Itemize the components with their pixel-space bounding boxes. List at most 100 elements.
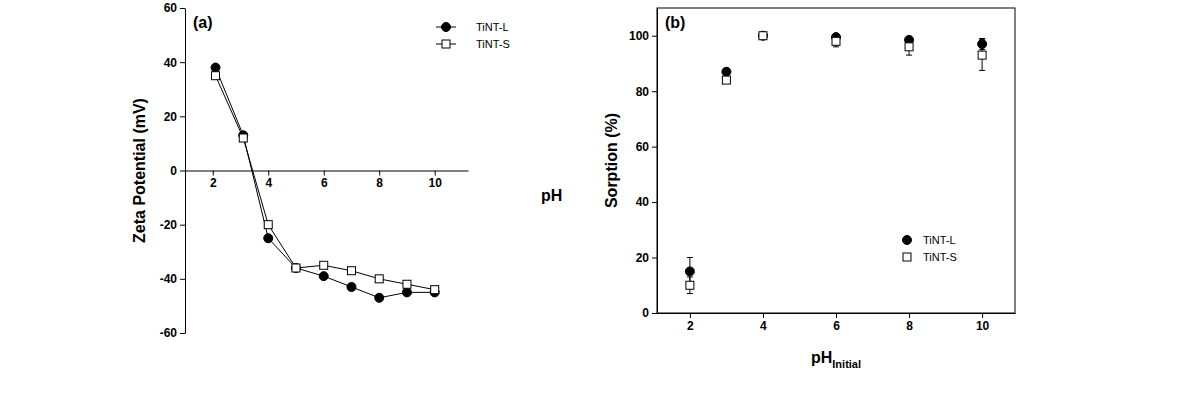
x-tick-label: 4 (760, 319, 767, 333)
legend: TiNT-L TiNT-S (903, 234, 957, 263)
error-bar-cap (687, 293, 693, 294)
y-tick-label: 100 (629, 29, 649, 43)
x-tick: 8 (376, 171, 383, 191)
y-tick-mark (180, 62, 185, 63)
x-tick-label: 10 (429, 176, 443, 190)
x-tick: 10 (976, 313, 990, 333)
data-point (403, 280, 411, 288)
x-axis: 2 4 6 8 10 (186, 171, 469, 191)
data-point (291, 264, 300, 273)
x-tick: 2 (210, 171, 217, 191)
error-bar-cap (687, 276, 693, 277)
series-line (216, 76, 435, 290)
data-point (347, 267, 355, 275)
data-point (402, 288, 411, 297)
chart-panel: -60-40-200204060246810Zeta Potential (mV… (131, 1, 562, 340)
x-tick-label: 8 (376, 176, 383, 190)
y-tick-mark (652, 36, 657, 37)
y-tick: 20 (636, 251, 657, 265)
y-tick-label: 40 (164, 56, 178, 70)
error-bar-cap (687, 257, 693, 258)
y-tick: 20 (164, 110, 185, 124)
data-point (758, 31, 767, 40)
y-tick: 0 (642, 306, 657, 320)
x-axis-title-main: pH (811, 349, 832, 366)
error-bar (687, 277, 693, 294)
x-tick-label: 6 (833, 319, 840, 333)
y-axis: 0 20 40 60 80 100 (629, 9, 658, 321)
y-tick-label: 20 (636, 251, 650, 265)
data-point (239, 134, 247, 142)
legend-label: TiNT-S (476, 38, 510, 50)
y-tick: 60 (636, 140, 657, 154)
x-tick-label: 6 (321, 176, 328, 190)
y-tick-mark (652, 91, 657, 92)
data-point (211, 63, 220, 72)
data-point (832, 37, 840, 45)
y-axis-line (657, 9, 658, 314)
y-tick-label: 40 (636, 195, 650, 209)
y-tick-mark (180, 225, 185, 226)
data-point (292, 264, 300, 272)
error-bar-cap (979, 70, 985, 71)
series (212, 72, 439, 294)
x-axis-title: pHInitial (811, 349, 861, 370)
panel-label: (a) (193, 14, 213, 31)
legend-marker (442, 40, 450, 48)
x-tick-label: 2 (687, 319, 694, 333)
x-tick-mark (213, 171, 214, 176)
figure: -60-40-200204060246810Zeta Potential (mV… (0, 0, 1190, 400)
legend-label: TiNT-L (476, 21, 509, 33)
data-point (722, 76, 730, 84)
data-point (319, 272, 328, 281)
legend-entry: TiNT-L (436, 21, 509, 33)
legend-entry: TiNT-S (903, 251, 957, 263)
y-tick: 0 (170, 164, 185, 178)
error-bar (979, 40, 985, 70)
x-tick-mark (982, 313, 983, 318)
y-axis: -60-40-200204060 (160, 1, 186, 340)
legend-marker (903, 253, 911, 261)
x-tick-mark (324, 171, 325, 176)
x-axis-title-main: pH (541, 187, 562, 204)
data-point (375, 293, 384, 302)
x-axis-title-subscript: Initial (832, 358, 861, 370)
x-tick: 6 (833, 313, 840, 333)
y-tick-mark (180, 279, 185, 280)
data-point (264, 234, 273, 243)
y-tick-label: 60 (164, 1, 178, 15)
y-tick: 40 (636, 195, 657, 209)
legend-marker (903, 236, 912, 245)
error-bar-cap (979, 38, 985, 39)
error-bar-cap (906, 55, 912, 56)
data-point (905, 43, 913, 51)
x-tick-mark (836, 313, 837, 318)
legend-entry: TiNT-S (436, 38, 510, 50)
data-point (685, 267, 694, 276)
plot-marks (211, 63, 439, 302)
data-point (212, 72, 220, 80)
legend-label: TiNT-S (923, 251, 957, 263)
y-tick-mark (180, 333, 185, 334)
x-tick: 10 (429, 171, 443, 191)
error-bar (833, 36, 839, 47)
y-tick-label: 80 (636, 85, 650, 99)
x-tick: 4 (760, 313, 767, 333)
panel-label: (b) (665, 14, 685, 31)
x-axis-title: pH (541, 187, 562, 204)
legend-label: TiNT-L (923, 234, 956, 246)
y-tick: -20 (160, 218, 185, 232)
data-point (722, 67, 731, 76)
x-tick-mark (690, 313, 691, 318)
x-tick: 4 (265, 171, 272, 191)
y-tick-label: 0 (642, 306, 649, 320)
y-tick: -40 (160, 272, 185, 286)
x-tick-mark (909, 313, 910, 318)
x-axis: 246810 (658, 313, 1016, 333)
data-point (686, 281, 694, 289)
x-axis-line (186, 171, 469, 172)
error-bar (906, 39, 912, 56)
data-point (375, 275, 383, 283)
x-tick-label: 2 (210, 176, 217, 190)
plot-marks (685, 31, 986, 293)
